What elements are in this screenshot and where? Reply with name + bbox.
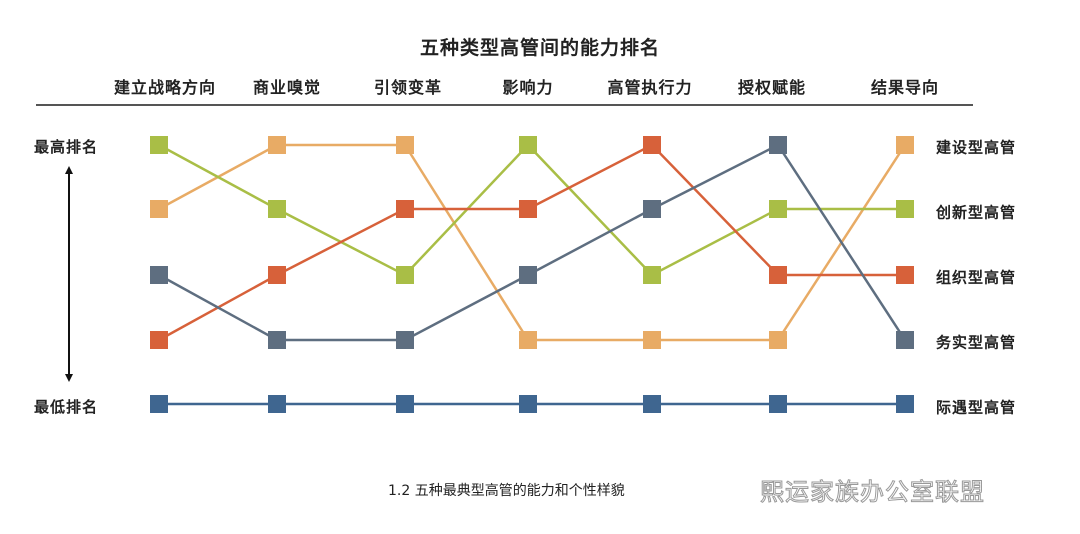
data-point-marker — [396, 136, 414, 154]
legend-item-construction: 建设型高管 — [936, 138, 1017, 157]
rank-arrow-icon — [65, 166, 73, 382]
data-point-marker — [769, 136, 787, 154]
series-line — [158, 143, 905, 342]
legend-item-organization: 组织型高管 — [936, 268, 1017, 287]
column-header: 商业嗅觉 — [252, 78, 322, 97]
column-header: 授权赋能 — [737, 78, 807, 97]
data-point-marker — [643, 136, 661, 154]
data-point-marker — [769, 266, 787, 284]
y-label-top: 最高排名 — [34, 138, 99, 156]
legend-item-pragmatic: 务实型高管 — [936, 333, 1017, 352]
data-point-marker — [643, 331, 661, 349]
data-point-marker — [643, 266, 661, 284]
y-label-bottom: 最低排名 — [34, 398, 99, 416]
data-point-marker — [268, 200, 286, 218]
data-point-marker — [396, 200, 414, 218]
data-point-marker — [268, 331, 286, 349]
data-point-marker — [150, 200, 168, 218]
data-point-marker — [396, 395, 414, 413]
column-header: 引领变革 — [373, 78, 443, 97]
data-point-marker — [896, 200, 914, 218]
data-point-marker — [150, 331, 168, 349]
data-point-marker — [150, 266, 168, 284]
watermark: 熙运家族办公室联盟 — [760, 478, 985, 507]
column-header: 高管执行力 — [607, 78, 693, 97]
data-point-marker — [896, 331, 914, 349]
data-point-marker — [396, 331, 414, 349]
column-header: 建立战略方向 — [113, 78, 217, 97]
data-point-marker — [769, 395, 787, 413]
data-point-marker — [519, 331, 537, 349]
data-point-marker — [268, 395, 286, 413]
data-point-marker — [896, 136, 914, 154]
data-point-marker — [769, 200, 787, 218]
figure-caption: 1.2 五种最典型高管的能力和个性样貌 — [388, 483, 625, 499]
column-header: 结果导向 — [870, 78, 940, 97]
legend-item-opportunity: 际遇型高管 — [936, 398, 1017, 417]
series-line — [158, 143, 907, 342]
data-point-marker — [268, 136, 286, 154]
data-point-marker — [643, 395, 661, 413]
data-point-marker — [396, 266, 414, 284]
data-point-marker — [150, 136, 168, 154]
data-point-marker — [150, 395, 168, 413]
data-point-marker — [519, 200, 537, 218]
data-point-marker — [519, 395, 537, 413]
header-divider — [36, 104, 973, 106]
data-point-marker — [769, 331, 787, 349]
legend-item-innovation: 创新型高管 — [936, 203, 1017, 222]
data-point-marker — [896, 266, 914, 284]
data-point-marker — [519, 136, 537, 154]
data-point-marker — [896, 395, 914, 413]
data-point-marker — [643, 200, 661, 218]
data-point-marker — [519, 266, 537, 284]
series-line — [158, 143, 907, 342]
column-header: 影响力 — [502, 78, 554, 97]
chart-title: 五种类型高管间的能力排名 — [419, 37, 660, 59]
data-point-marker — [268, 266, 286, 284]
